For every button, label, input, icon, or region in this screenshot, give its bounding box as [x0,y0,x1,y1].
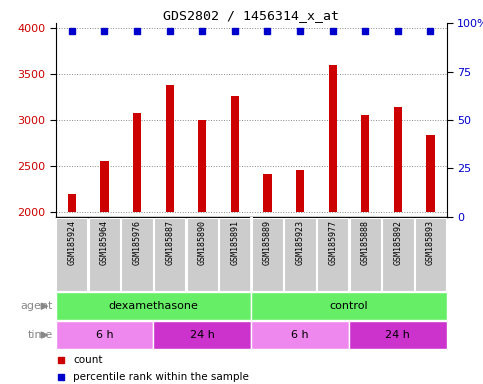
Bar [382,218,413,291]
Bar [56,321,154,349]
Bar [231,96,239,212]
Bar [121,218,153,291]
Bar [350,218,381,291]
Title: GDS2802 / 1456314_x_at: GDS2802 / 1456314_x_at [163,9,339,22]
Text: control: control [330,301,368,311]
Bar [56,293,251,320]
Bar [394,107,402,212]
Text: GSM185893: GSM185893 [426,220,435,265]
Text: 6 h: 6 h [291,330,309,340]
Text: 24 h: 24 h [385,330,411,340]
Text: dexamethasone: dexamethasone [108,301,199,311]
Bar [328,65,337,212]
Bar [56,218,87,291]
Text: time: time [28,330,53,340]
Bar [426,135,435,212]
Text: GSM185964: GSM185964 [100,220,109,265]
Bar [251,293,447,320]
Text: GSM185977: GSM185977 [328,220,337,265]
Bar [100,161,109,212]
Bar [317,218,348,291]
Bar [186,218,218,291]
Bar [166,85,174,212]
Text: 6 h: 6 h [96,330,113,340]
Bar [263,174,271,212]
Bar [361,115,369,212]
Bar [154,321,251,349]
Text: agent: agent [21,301,53,311]
Bar [284,218,316,291]
Text: GSM185891: GSM185891 [230,220,240,265]
Bar [133,113,141,212]
Text: GSM185888: GSM185888 [361,220,370,265]
Text: GSM185892: GSM185892 [393,220,402,265]
Text: 24 h: 24 h [190,330,215,340]
Text: GSM185887: GSM185887 [165,220,174,265]
Bar [89,218,120,291]
Text: GSM185890: GSM185890 [198,220,207,265]
Bar [415,218,446,291]
Bar [251,321,349,349]
Text: GSM185889: GSM185889 [263,220,272,265]
Bar [68,194,76,212]
Text: GSM185976: GSM185976 [132,220,142,265]
Bar [349,321,447,349]
Text: GSM185923: GSM185923 [296,220,305,265]
Text: percentile rank within the sample: percentile rank within the sample [73,372,249,382]
Bar [296,170,304,212]
Bar [219,218,251,291]
Text: count: count [73,356,103,366]
Text: GSM185924: GSM185924 [67,220,76,265]
Bar [154,218,185,291]
Bar [252,218,283,291]
Bar [198,120,206,212]
